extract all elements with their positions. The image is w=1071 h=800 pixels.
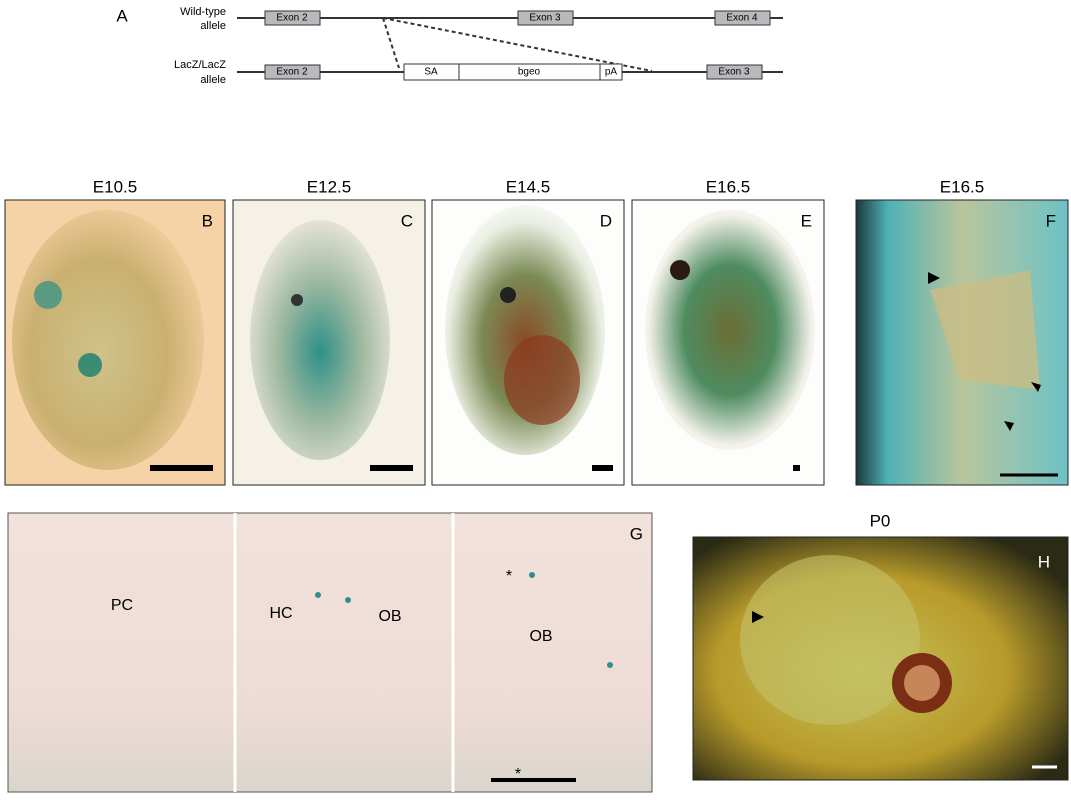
eye [904,665,940,701]
panel-label: G [630,524,643,543]
exon-box [714,10,771,26]
exon-label: Exon 4 [726,13,758,24]
annotation: PC [111,597,133,614]
allele-label: allele [200,74,226,86]
arrowhead [928,272,940,284]
stain [315,592,321,598]
annotation: * [515,766,521,783]
dashed-line [382,17,400,69]
arrowhead [752,611,764,623]
exon-box [264,10,321,26]
eye [291,294,303,306]
liver [504,335,580,425]
stain [607,662,613,668]
arrowhead [1031,382,1041,392]
image-panel [7,512,653,793]
annotation: HC [269,605,292,622]
eye [500,287,516,303]
allele-label: LacZ/LacZ [174,59,226,71]
panel-title: E16.5 [940,177,984,196]
embryo [645,210,815,450]
annotation: * [506,568,512,585]
panel-label: H [1038,552,1050,571]
exon-label: Exon 3 [718,67,750,78]
exon-box [264,64,321,80]
panel-title: E14.5 [506,177,550,196]
cassette-label: pA [605,67,618,78]
panel-title: E10.5 [93,177,137,196]
panel-label: C [401,211,413,230]
cassette-label: SA [424,67,438,78]
tissue [930,270,1040,390]
exon-label: Exon 2 [276,67,308,78]
panel-label: B [202,211,213,230]
allele-label: allele [200,20,226,32]
panel-title: E16.5 [706,177,750,196]
exon-box [706,64,763,80]
stain [78,353,102,377]
arrowhead [1004,421,1014,431]
allele-label: Wild-type [180,6,226,18]
cassette-label: bgeo [518,67,541,78]
annotation: OB [529,628,552,645]
panel-title: E12.5 [307,177,351,196]
annotation: OB [378,608,401,625]
panel-title: P0 [870,511,891,530]
eye [670,260,690,280]
exon-box [517,10,574,26]
exon-label: Exon 2 [276,13,308,24]
panel-label: F [1046,211,1056,230]
stain [345,597,351,603]
head [740,555,920,725]
dashed-line [382,17,653,72]
embryo [250,220,390,460]
embryo [12,210,204,470]
panel-label: E [801,211,812,230]
panel-label: D [600,211,612,230]
stain [34,281,62,309]
stain [529,572,535,578]
exon-label: Exon 3 [529,13,561,24]
panel-label: A [116,6,128,25]
